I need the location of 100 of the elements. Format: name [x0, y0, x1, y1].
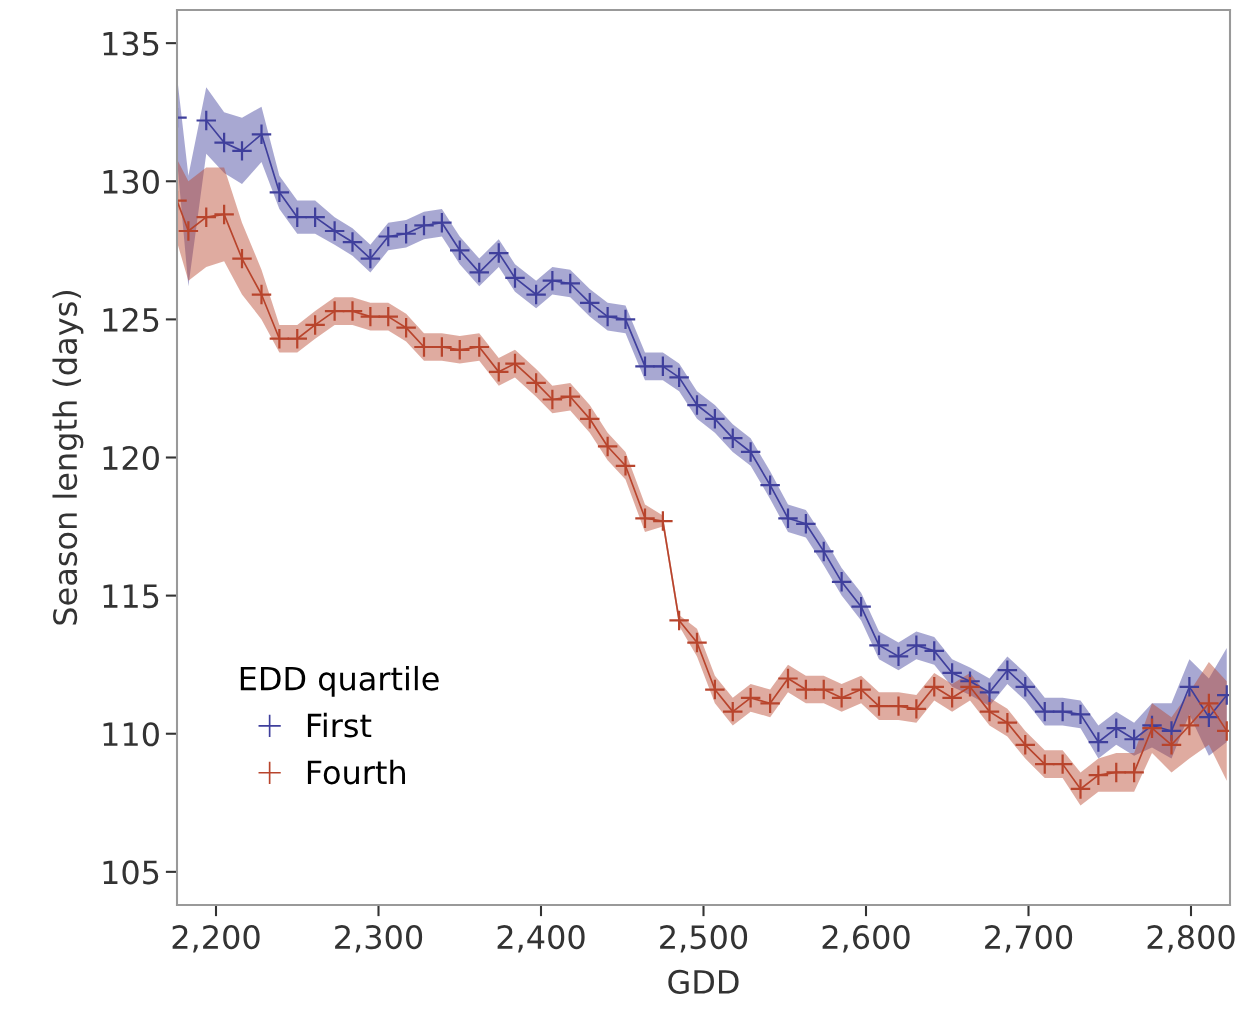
point [850, 595, 872, 618]
point [1087, 764, 1110, 786]
point [231, 247, 253, 270]
y-tick-label: 110 [103, 722, 159, 747]
point [487, 242, 510, 264]
point [941, 686, 963, 709]
point [996, 711, 1019, 734]
point [923, 675, 946, 698]
point [1014, 675, 1037, 698]
y-tick-label: 105 [103, 860, 159, 885]
point [304, 314, 326, 336]
point [304, 206, 326, 229]
legend-title: EDD quartile [240, 665, 439, 697]
point [1198, 692, 1220, 715]
point [668, 609, 690, 632]
point [812, 678, 835, 701]
point [541, 269, 564, 292]
point [413, 214, 435, 237]
x-tick-label: 2,400 [497, 925, 585, 953]
point [431, 211, 453, 234]
point [1123, 728, 1145, 751]
x-tick-label: 2,500 [660, 925, 748, 953]
point [596, 305, 619, 328]
point [341, 300, 364, 322]
point [448, 338, 471, 361]
point [504, 267, 526, 289]
x-tick-label: 2,300 [335, 925, 423, 953]
point [777, 507, 799, 530]
point [795, 678, 817, 701]
point [559, 272, 582, 295]
point [286, 327, 309, 350]
point [359, 305, 382, 328]
point [978, 700, 1001, 723]
point [905, 634, 928, 657]
point [996, 659, 1019, 682]
point [395, 316, 417, 339]
point [468, 261, 491, 284]
point [541, 388, 564, 411]
point [231, 140, 253, 162]
point [1069, 703, 1092, 726]
point [652, 355, 674, 378]
point [1160, 733, 1183, 756]
x-tick-label: 2,200 [172, 925, 260, 953]
point [634, 355, 656, 378]
point [177, 220, 200, 242]
point [1051, 700, 1074, 723]
point [213, 131, 235, 154]
point [448, 239, 471, 262]
point [759, 692, 781, 715]
point [1178, 675, 1201, 698]
point [596, 435, 619, 458]
x-tick-label: 2,600 [822, 925, 910, 953]
point [268, 181, 291, 204]
point [323, 220, 346, 242]
point [887, 695, 910, 717]
point [1178, 714, 1201, 737]
point [721, 427, 744, 449]
x-tick-label: 2,800 [1147, 925, 1235, 953]
point [195, 206, 218, 229]
y-tick-label: 120 [103, 445, 159, 471]
point [686, 394, 708, 416]
point [213, 203, 235, 226]
point [978, 681, 1001, 704]
point [1123, 761, 1145, 784]
point [941, 662, 963, 684]
point [1105, 717, 1128, 740]
point [268, 327, 291, 350]
point [959, 675, 981, 698]
point [559, 385, 582, 408]
point [195, 109, 218, 132]
point [323, 300, 346, 322]
point [1014, 733, 1037, 756]
point [905, 698, 928, 720]
x-axis-title: GDD [668, 969, 739, 994]
point [504, 352, 526, 375]
point [668, 366, 690, 389]
point [578, 291, 601, 314]
point [525, 283, 547, 306]
point [721, 700, 744, 723]
point [652, 510, 674, 532]
y-tick-label: 130 [103, 169, 159, 194]
point [1069, 778, 1092, 800]
point [759, 474, 781, 496]
point [413, 336, 435, 358]
point [812, 540, 835, 563]
point [1087, 731, 1110, 753]
point [487, 361, 510, 383]
y-tick-label: 125 [103, 307, 159, 332]
point [830, 570, 853, 593]
point [777, 667, 799, 690]
point [1051, 753, 1074, 775]
point [578, 408, 601, 430]
legend-label: First [307, 712, 372, 738]
point [868, 634, 890, 657]
x-tick-label: 2,700 [985, 925, 1073, 953]
point [1033, 753, 1056, 775]
point [614, 454, 637, 477]
point [341, 231, 364, 253]
y-axis-title: Season length (days) [52, 291, 84, 625]
point [359, 247, 382, 270]
